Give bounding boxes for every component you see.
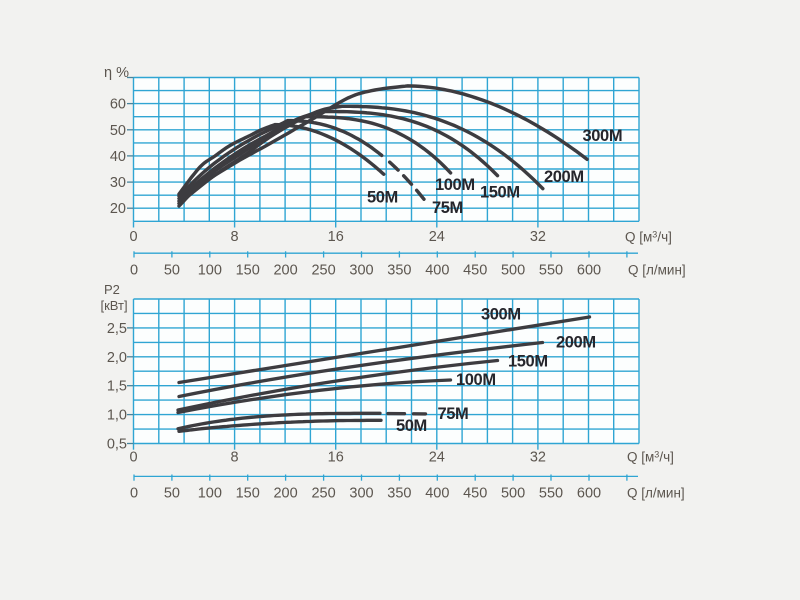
svg-text:8: 8	[231, 450, 239, 466]
svg-text:24: 24	[429, 450, 445, 466]
svg-text:150M: 150M	[480, 184, 520, 202]
svg-text:8: 8	[231, 229, 239, 245]
svg-text:50: 50	[110, 123, 126, 139]
svg-text:[кВт]: [кВт]	[101, 298, 128, 313]
svg-text:Q [л/мин]: Q [л/мин]	[627, 486, 685, 501]
svg-text:500: 500	[501, 486, 525, 502]
svg-text:1,0: 1,0	[107, 408, 127, 424]
svg-text:350: 350	[387, 486, 411, 502]
svg-text:250: 250	[311, 486, 335, 502]
svg-text:550: 550	[539, 263, 563, 279]
svg-text:600: 600	[577, 486, 601, 502]
svg-text:100M: 100M	[435, 176, 475, 194]
svg-text:100: 100	[198, 486, 222, 502]
svg-text:600: 600	[577, 263, 601, 279]
svg-text:50: 50	[164, 263, 180, 279]
svg-text:1,5: 1,5	[107, 379, 127, 395]
svg-text:75M: 75M	[438, 405, 469, 423]
svg-text:Q [л/мин]: Q [л/мин]	[628, 263, 686, 278]
svg-text:250: 250	[311, 263, 335, 279]
svg-text:Q [м3/ч]: Q [м3/ч]	[625, 230, 672, 245]
svg-text:50: 50	[164, 486, 180, 502]
svg-text:50M: 50M	[396, 417, 427, 435]
svg-text:32: 32	[530, 450, 546, 466]
svg-text:32: 32	[530, 229, 546, 245]
svg-text:300: 300	[349, 486, 373, 502]
svg-text:0: 0	[129, 450, 137, 466]
svg-text:0: 0	[130, 263, 138, 279]
svg-text:P2: P2	[104, 282, 120, 297]
svg-text:Q [м3/ч]: Q [м3/ч]	[627, 450, 674, 465]
svg-text:300M: 300M	[583, 127, 623, 145]
svg-text:450: 450	[463, 263, 487, 279]
svg-text:300: 300	[349, 263, 373, 279]
svg-text:200M: 200M	[556, 334, 596, 352]
svg-text:500: 500	[501, 263, 525, 279]
svg-text:150M: 150M	[508, 353, 548, 371]
svg-text:16: 16	[328, 450, 344, 466]
svg-text:2,0: 2,0	[107, 350, 127, 366]
svg-text:16: 16	[328, 229, 344, 245]
svg-text:400: 400	[425, 486, 449, 502]
svg-text:100: 100	[198, 263, 222, 279]
svg-text:450: 450	[463, 486, 487, 502]
svg-text:100M: 100M	[456, 371, 496, 389]
svg-text:300M: 300M	[481, 306, 521, 324]
svg-text:0,5: 0,5	[107, 437, 127, 453]
svg-text:400: 400	[425, 263, 449, 279]
svg-text:0: 0	[129, 229, 137, 245]
svg-text:150: 150	[236, 486, 260, 502]
svg-text:350: 350	[387, 263, 411, 279]
svg-text:0: 0	[130, 486, 138, 502]
svg-text:75M: 75M	[432, 199, 463, 217]
svg-text:20: 20	[110, 201, 126, 217]
svg-text:24: 24	[429, 229, 445, 245]
svg-text:550: 550	[539, 486, 563, 502]
svg-text:η %: η %	[104, 65, 129, 81]
svg-text:60: 60	[110, 97, 126, 113]
svg-text:200M: 200M	[544, 168, 584, 186]
svg-text:200: 200	[273, 486, 297, 502]
svg-text:2,5: 2,5	[107, 321, 127, 337]
svg-text:40: 40	[110, 149, 126, 165]
svg-text:50M: 50M	[367, 189, 398, 207]
svg-text:150: 150	[236, 263, 260, 279]
svg-text:200: 200	[273, 263, 297, 279]
svg-text:30: 30	[110, 175, 126, 191]
